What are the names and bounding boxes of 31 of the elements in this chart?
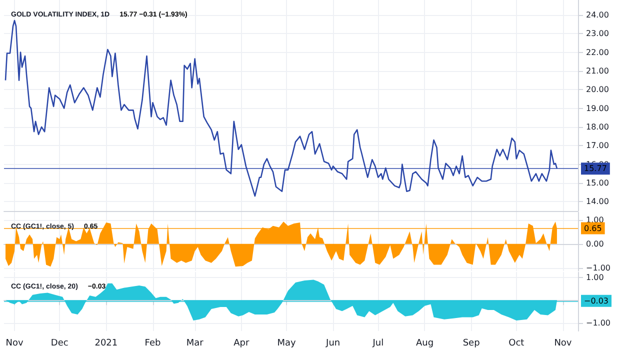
y-tick-label: 1.00 (586, 215, 604, 224)
y-tick-label: 17.00 (586, 141, 609, 150)
x-tick-label: Jun (325, 338, 340, 348)
y-tick-label: 0.00 (586, 239, 604, 248)
ref-line-label: −0.03 (584, 296, 609, 306)
x-tick-label: Oct (508, 338, 525, 348)
y-tick-label: 15.00 (586, 178, 609, 188)
x-tick-label: Nov (554, 338, 572, 348)
x-tick-label: Apr (234, 338, 250, 348)
y-tick-label: −1.00 (586, 318, 611, 328)
ref-line-label: 0.65 (584, 224, 602, 233)
x-tick-label: Sep (462, 338, 480, 348)
y-tick-label: 1.00 (586, 272, 604, 282)
y-tick-label: 14.00 (586, 197, 609, 206)
ref-line-label: 15.77 (584, 164, 607, 174)
y-tick-label: 20.00 (586, 85, 609, 94)
y-tick-label: −1.00 (586, 263, 611, 272)
y-tick-label: 22.00 (586, 48, 609, 57)
x-tick-label: Feb (144, 338, 162, 348)
y-tick-label: 21.00 (586, 66, 609, 76)
x-tick-label: Dec (50, 338, 68, 348)
y-tick-label: 23.00 (586, 29, 609, 38)
x-tick-label: Nov (6, 338, 24, 348)
y-tick-label: 19.00 (586, 104, 609, 113)
x-tick-label: Mar (186, 338, 204, 348)
x-tick-label: May (277, 338, 296, 348)
y-tick-label: 18.00 (586, 122, 609, 132)
x-tick-label: Aug (416, 338, 434, 348)
x-tick-label: Jul (372, 338, 384, 348)
x-tick-label: 2021 (94, 338, 118, 348)
y-tick-label: 24.00 (586, 10, 609, 20)
